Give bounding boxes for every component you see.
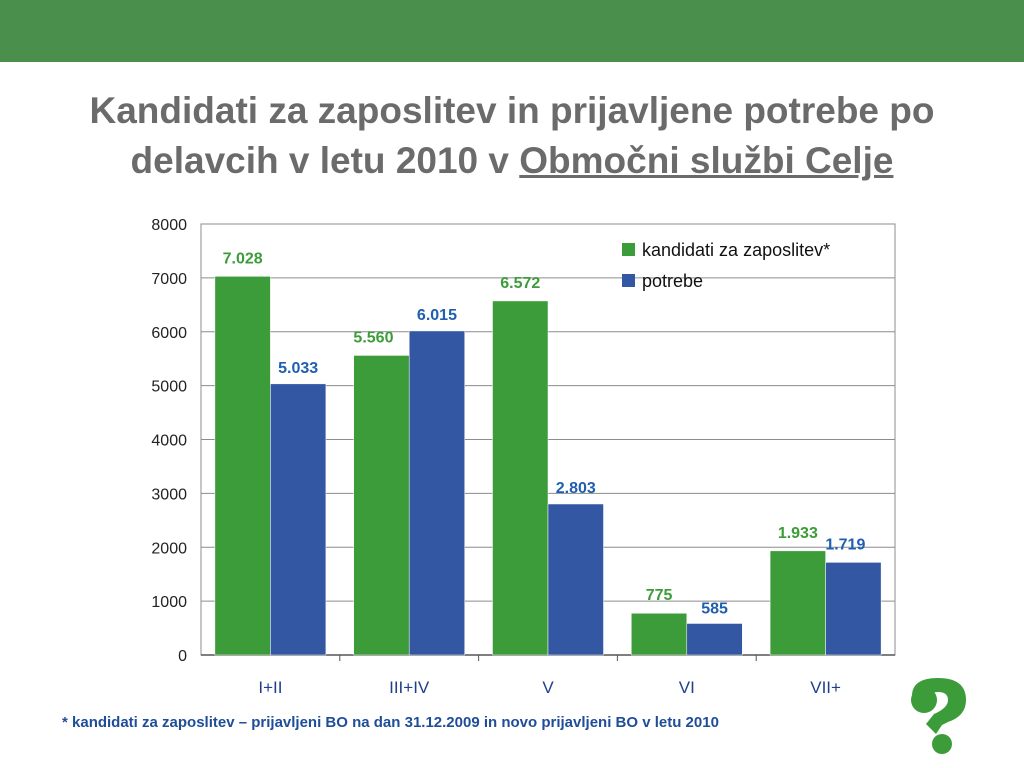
bar bbox=[825, 562, 882, 656]
x-tick-label: III+IV bbox=[389, 678, 430, 697]
x-tick-label: I+II bbox=[258, 678, 282, 697]
question-mark-logo-icon bbox=[911, 678, 966, 754]
slide-title: Kandidati za zaposlitev in prijavljene p… bbox=[40, 86, 984, 186]
legend-label: kandidati za zaposlitev* bbox=[642, 240, 830, 260]
data-label: 5.560 bbox=[353, 329, 393, 346]
data-label: 7.028 bbox=[223, 250, 263, 267]
legend-swatch bbox=[622, 243, 635, 256]
bar bbox=[214, 276, 271, 656]
data-label: 6.572 bbox=[500, 275, 540, 292]
bar bbox=[547, 503, 604, 656]
y-tick-label: 5000 bbox=[151, 379, 187, 396]
legend-label: potrebe bbox=[642, 271, 703, 291]
y-tick-label: 7000 bbox=[151, 271, 187, 288]
data-label: 775 bbox=[646, 587, 673, 604]
footnote: * kandidati za zaposlitev – prijavljeni … bbox=[62, 714, 719, 731]
x-tick-label: VI bbox=[679, 678, 695, 697]
title-line-2-underlined: Območni službi Celje bbox=[519, 140, 894, 181]
data-label: 585 bbox=[701, 600, 728, 617]
y-tick-label: 3000 bbox=[151, 486, 187, 503]
y-tick-label: 6000 bbox=[151, 325, 187, 342]
y-tick-label: 8000 bbox=[151, 217, 187, 234]
y-tick-label: 2000 bbox=[151, 540, 187, 557]
y-tick-label: 1000 bbox=[151, 594, 187, 611]
y-tick-label: 4000 bbox=[151, 433, 187, 450]
y-tick-label: 0 bbox=[178, 648, 187, 665]
data-label: 5.033 bbox=[278, 360, 318, 377]
x-tick-label: V bbox=[542, 678, 554, 697]
bar bbox=[353, 355, 410, 656]
header-bar bbox=[0, 0, 1024, 62]
data-label: 6.015 bbox=[417, 307, 457, 324]
data-label: 1.933 bbox=[778, 525, 818, 542]
data-label: 2.803 bbox=[556, 480, 596, 497]
bar bbox=[270, 383, 327, 656]
title-line-2: delavcih v letu 2010 v Območni službi Ce… bbox=[40, 136, 984, 186]
bar bbox=[769, 550, 826, 656]
bar bbox=[408, 330, 465, 656]
x-tick-label: VII+ bbox=[810, 678, 841, 697]
title-line-2-prefix: delavcih v letu 2010 v bbox=[130, 140, 520, 181]
legend-swatch bbox=[622, 274, 635, 287]
data-label: 1.719 bbox=[825, 536, 865, 553]
bar bbox=[631, 612, 688, 656]
bar bbox=[686, 623, 743, 656]
bar bbox=[492, 300, 549, 656]
title-line-1: Kandidati za zaposlitev in prijavljene p… bbox=[89, 90, 935, 131]
